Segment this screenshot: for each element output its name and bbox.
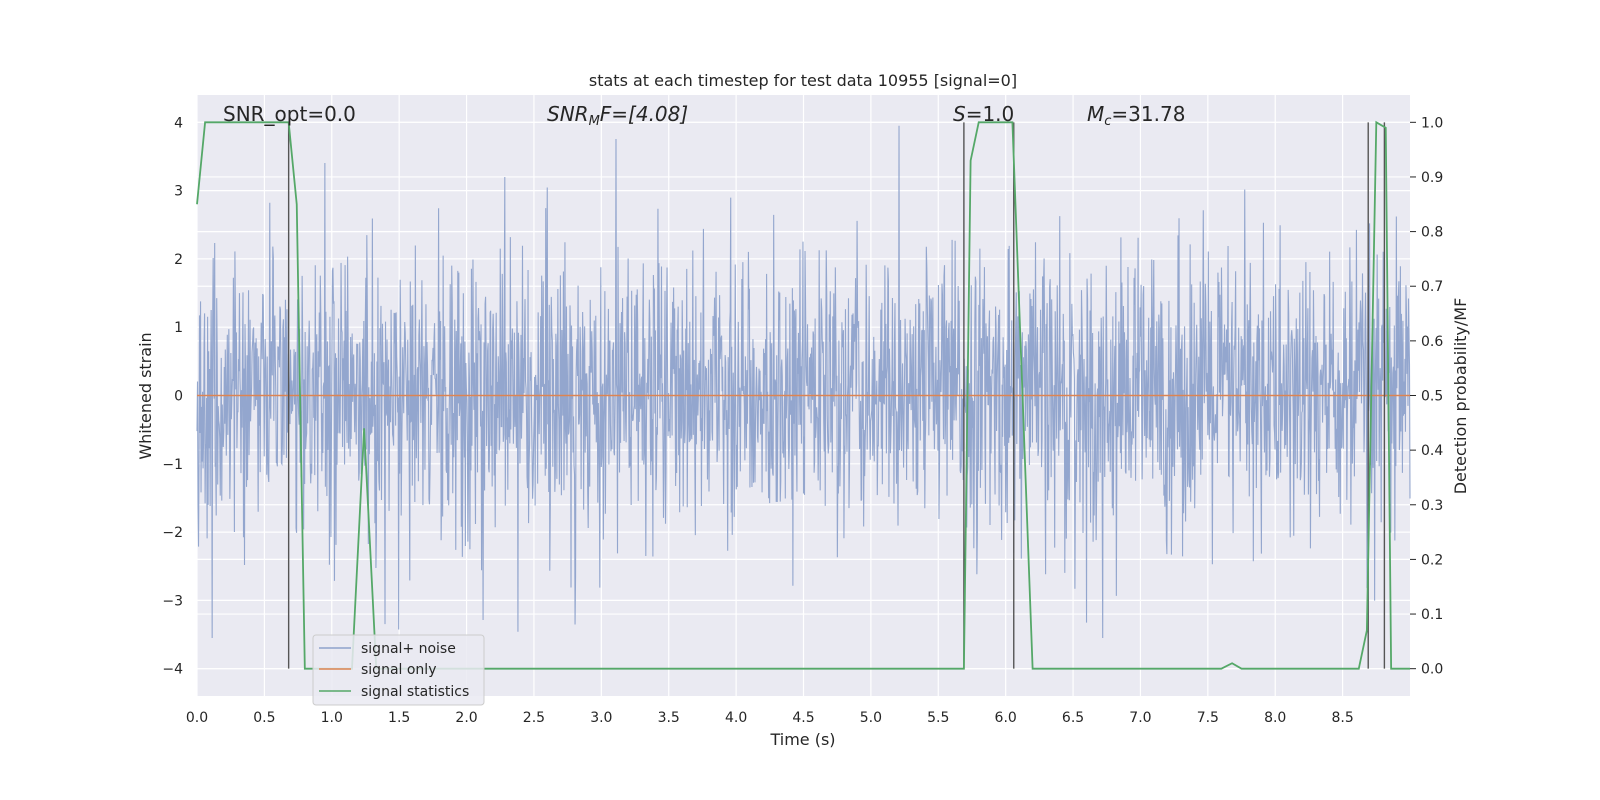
y-right-tick-label: 0.9	[1421, 170, 1443, 186]
annotation-mc-sub: c	[1104, 114, 1111, 129]
legend-label-signal-statistics: signal statistics	[361, 684, 469, 700]
x-tick-label: 3.0	[590, 710, 612, 726]
annotation-s: S=1.0	[953, 102, 1014, 126]
x-axis-label: Time (s)	[769, 730, 835, 749]
x-tick-label: 1.0	[321, 710, 343, 726]
annotation-snr-mf-main: SNR	[547, 102, 589, 126]
y-right-ticks: 1.0 0.9 0.8 0.7 0.6 0.5 0.4 0.3 0.2 0.1 0.0	[1410, 115, 1443, 678]
x-tick-label: 0.5	[253, 710, 275, 726]
y-axis-label: Whitened strain	[136, 332, 155, 459]
annotation-snr-mf-rest: F=[4.08]	[600, 102, 688, 126]
annotation-mc-main: M	[1087, 102, 1104, 126]
annotation-mc-rest: =31.78	[1111, 102, 1185, 126]
y-right-tick-label: 0.3	[1421, 498, 1443, 514]
annotation-snr-opt: SNR_opt=0.0	[223, 102, 356, 126]
y-tick-label: 2	[174, 252, 183, 268]
annotation-s-main: S	[953, 102, 966, 126]
x-tick-label: 0.0	[186, 710, 208, 726]
signal-statistics-series	[196, 120, 1410, 670]
legend-label-signal-only: signal only	[361, 662, 436, 678]
annotation-snr-mf-sub: M	[589, 114, 600, 129]
y-right-tick-label: 1.0	[1421, 115, 1443, 131]
x-tick-label: 3.5	[658, 710, 680, 726]
y-right-tick-label: 0.2	[1421, 552, 1443, 568]
annotations: SNR_opt=0.0 SNRMF=[4.08] S=1.0 Mc=31.78	[223, 102, 1185, 129]
x-ticks: 0.0 0.5 1.0 1.5 2.0 2.5 3.0 3.5 4.0 4.5 5.0 5.5 6.0 6…	[186, 710, 1354, 726]
y-right-tick-label: 0.0	[1421, 662, 1443, 678]
signal-noise-series	[196, 125, 1411, 638]
y-tick-label: 3	[174, 184, 183, 200]
y-ticks: 4 3 2 1 0 −1 −2 −3 −4	[162, 115, 183, 677]
signal-statistics-line	[196, 120, 1410, 670]
x-tick-label: 7.5	[1197, 710, 1219, 726]
signal-noise-line	[196, 125, 1411, 638]
annotation-s-rest: =1.0	[966, 102, 1015, 126]
y-tick-label: −1	[162, 457, 183, 473]
x-tick-label: 7.0	[1129, 710, 1151, 726]
legend-box	[312, 634, 485, 706]
chart-title: stats at each timestep for test data 109…	[589, 71, 1017, 90]
y-right-tick-label: 0.4	[1421, 443, 1443, 459]
vertical-markers	[287, 122, 1386, 669]
x-tick-label: 8.0	[1264, 710, 1286, 726]
y-tick-label: −2	[162, 525, 183, 541]
y-right-tick-label: 0.6	[1421, 334, 1443, 350]
y-tick-label: 0	[174, 389, 183, 405]
legend-label-signal-noise: signal+ noise	[361, 641, 456, 657]
x-tick-label: 6.0	[995, 710, 1017, 726]
x-tick-label: 5.0	[860, 710, 882, 726]
y-tick-label: 4	[174, 115, 183, 131]
y-right-tick-label: 0.8	[1421, 225, 1443, 241]
x-tick-label: 2.0	[455, 710, 477, 726]
x-tick-label: 2.5	[523, 710, 545, 726]
x-tick-label: 5.5	[927, 710, 949, 726]
annotation-snr-mf: SNRMF=[4.08]	[547, 102, 688, 129]
legend: signal+ noise signal only signal statist…	[312, 634, 485, 706]
y-right-tick-label: 0.1	[1421, 607, 1443, 623]
y-right-tick-label: 0.5	[1421, 389, 1443, 405]
annotation-mc: Mc=31.78	[1087, 102, 1185, 129]
x-tick-label: 1.5	[388, 710, 410, 726]
y-tick-label: −4	[162, 662, 183, 678]
x-tick-label: 4.0	[725, 710, 747, 726]
y-right-tick-label: 0.7	[1421, 279, 1443, 295]
y-tick-label: −3	[162, 593, 183, 609]
x-tick-label: 6.5	[1062, 710, 1084, 726]
y-tick-label: 1	[174, 320, 183, 336]
x-tick-label: 8.5	[1331, 710, 1353, 726]
x-tick-label: 4.5	[792, 710, 814, 726]
y-right-axis-label: Detection probability/MF	[1451, 298, 1470, 495]
